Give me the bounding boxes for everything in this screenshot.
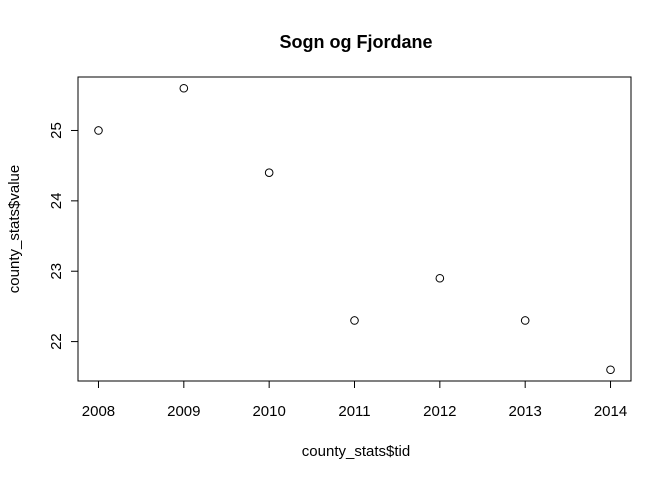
y-tick-label: 25 — [48, 122, 65, 139]
data-point — [94, 126, 103, 135]
chart-title: Sogn og Fjordane — [280, 32, 433, 52]
data-point — [179, 83, 189, 93]
y-tick-label: 22 — [48, 333, 65, 350]
x-tick-label: 2010 — [252, 403, 285, 420]
data-point — [606, 365, 615, 375]
x-axis: 2008 2009 2010 2011 2012 2013 2014 — [82, 380, 627, 420]
y-tick-label: 24 — [48, 193, 65, 210]
y-axis-label: county_stats$value — [6, 165, 23, 293]
x-tick-label: 2012 — [423, 403, 456, 420]
x-tick-label: 2013 — [508, 403, 541, 420]
y-tick-label: 23 — [48, 263, 65, 280]
data-point — [435, 273, 445, 283]
data-point — [350, 316, 359, 325]
x-tick-label: 2014 — [594, 403, 627, 420]
x-tick-label: 2008 — [82, 403, 115, 420]
x-tick-label: 2011 — [338, 403, 370, 420]
x-tick-label: 2009 — [167, 403, 200, 420]
data-points — [94, 83, 615, 375]
data-point — [264, 168, 274, 178]
x-axis-label: county_stats$tid — [302, 443, 410, 460]
y-axis: 22 23 24 25 — [48, 122, 79, 350]
data-point — [520, 316, 530, 325]
plot-frame — [77, 76, 632, 382]
